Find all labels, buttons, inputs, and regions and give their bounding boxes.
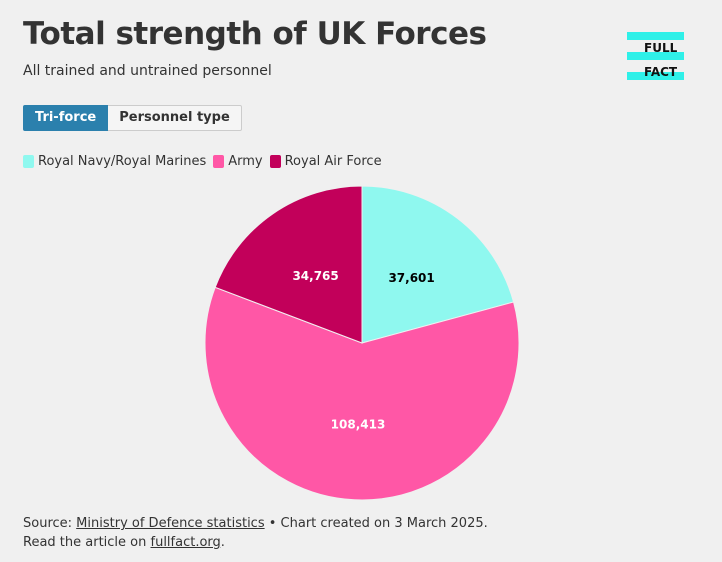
chart-title: Total strength of UK Forces (23, 16, 487, 52)
source-link[interactable]: Ministry of Defence statistics (76, 516, 265, 531)
chart-footer: Source: Ministry of Defence statistics •… (23, 514, 488, 552)
chart-subtitle: All trained and untrained personnel (23, 63, 272, 79)
pie-slice[interactable] (361, 185, 515, 344)
logo-bar (627, 52, 684, 60)
article-line: Read the article on fullfact.org. (23, 533, 488, 552)
article-suffix: . (220, 535, 225, 550)
legend-swatch (213, 155, 225, 168)
logo-word-fact: FACT (644, 65, 678, 79)
legend-swatch (23, 155, 34, 168)
legend-label: Royal Navy/Royal Marines (38, 154, 207, 169)
source-line: Source: Ministry of Defence statistics •… (23, 514, 488, 533)
tab-tri-force[interactable]: Tri-force (23, 105, 109, 131)
article-prefix: Read the article on (23, 535, 151, 550)
legend-label: Army (228, 154, 263, 169)
logo-bar (627, 72, 684, 80)
legend-swatch (269, 155, 281, 168)
pie-data-label: 34,765 (292, 269, 338, 283)
logo-word-full: FULL (644, 41, 678, 55)
pie-slice[interactable] (204, 286, 520, 501)
logo-bar (627, 32, 684, 40)
pie-slice[interactable] (214, 185, 363, 344)
legend-item-royal-navy[interactable]: Royal Navy/Royal Marines (23, 154, 206, 169)
source-suffix: • Chart created on 3 March 2025. (264, 516, 488, 531)
chart-legend: Royal Navy/Royal Marines Army Royal Air … (23, 154, 389, 169)
full-fact-logo[interactable]: FULL FACT (627, 32, 684, 80)
legend-item-army[interactable]: Army (213, 154, 263, 169)
pie-data-label: 37,601 (388, 271, 434, 285)
source-prefix: Source: (23, 516, 77, 531)
pie-data-label: 108,413 (331, 418, 386, 432)
legend-item-raf[interactable]: Royal Air Force (269, 154, 382, 169)
article-link[interactable]: fullfact.org (150, 535, 221, 550)
legend-label: Royal Air Force (284, 154, 382, 169)
tab-personnel-type[interactable]: Personnel type (108, 105, 242, 131)
view-toggle: Tri-force Personnel type (23, 105, 242, 131)
